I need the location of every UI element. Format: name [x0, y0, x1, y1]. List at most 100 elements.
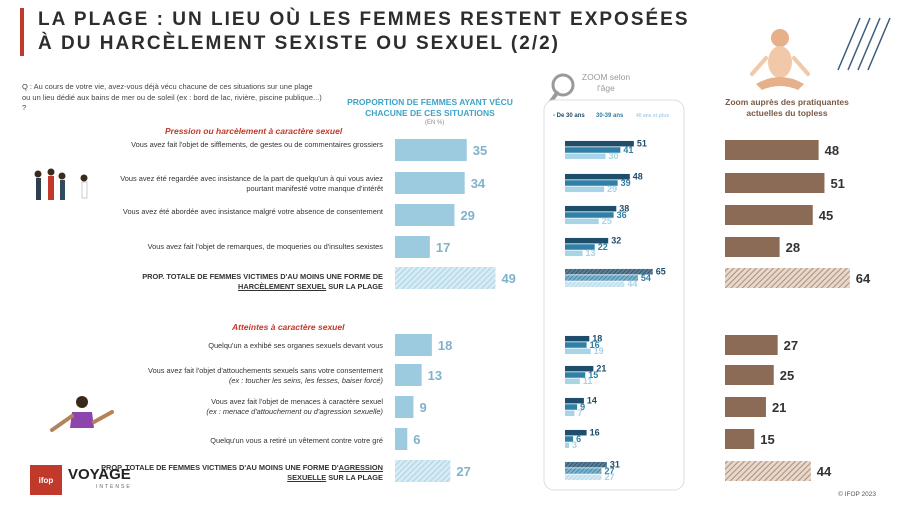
topless-bar-value: 25 [780, 368, 794, 383]
zoom-bar [565, 436, 574, 442]
main-bar [395, 139, 467, 161]
topless-column-header: Zoom auprès des pratiquantes actuelles d… [725, 97, 849, 118]
zoom-bar-value: 48 [633, 171, 643, 181]
zoom-bar-value: 21 [596, 363, 606, 373]
zoom-panel-background [543, 99, 685, 491]
zoom-bar-value: 14 [587, 395, 597, 405]
zoom-bar [565, 205, 617, 212]
main-bar [395, 236, 430, 258]
row-label-touching: Vous avez fait l'objet d'attouchements s… [148, 366, 383, 385]
zoom-bar [565, 461, 607, 468]
main-bar [395, 460, 451, 482]
title-accent-bar [20, 8, 24, 56]
zoom-bar [565, 348, 591, 355]
topless-bar-value: 51 [830, 176, 844, 191]
main-bar-value: 17 [436, 240, 450, 255]
topless-bar [725, 335, 778, 355]
zoom-bar [565, 410, 575, 417]
zoom-bar [565, 237, 609, 244]
title-line-1: LA PLAGE : UN LIEU OÙ LES FEMMES RESTENT… [38, 9, 690, 30]
zoom-bar-value: 41 [623, 145, 633, 155]
zoom-bar [565, 442, 570, 449]
ifop-logo: ifop [30, 465, 62, 495]
main-bar [395, 364, 422, 386]
assault-underline: AGRESSION SEXUELLE [287, 463, 383, 482]
topless-bar-value: 48 [825, 143, 839, 158]
zoom-bar-value: 11 [583, 376, 593, 386]
zoom-bar-value: 51 [637, 138, 647, 148]
topless-bar-value: 45 [819, 208, 833, 223]
zoom-bar [565, 404, 578, 410]
voyage-logo-subtitle: INTENSE [96, 484, 132, 490]
diagonal-stripes-decoration [837, 17, 891, 71]
zoom-bar [565, 268, 653, 275]
main-bar-value: 18 [438, 338, 452, 353]
row-label-total-assault: PROP. TOTALE DE FEMMES VICTIMES D'AU MOI… [101, 463, 383, 482]
topless-bar [725, 237, 780, 257]
zoom-bar [565, 468, 602, 474]
zoom-bar [565, 218, 599, 225]
topless-bar-value: 21 [772, 400, 786, 415]
zoom-bar-value: 18 [592, 333, 602, 343]
zoom-bar-value: 19 [594, 346, 604, 356]
zoom-bar-value: 39 [621, 178, 631, 188]
topless-bar-value: 27 [784, 338, 798, 353]
topless-bar [725, 268, 850, 288]
zoom-bar [565, 429, 587, 436]
zoom-bar [565, 173, 630, 180]
voyage-logo: VOYAGE [68, 466, 131, 483]
topless-bar [725, 365, 774, 385]
topless-bar-value: 44 [817, 464, 832, 479]
section-harassment: Pression ou harcèlement à caractère sexu… [165, 126, 343, 136]
topless-bar [725, 140, 819, 160]
row-label-clothing: Quelqu'un vous a retiré un vêtement cont… [210, 436, 383, 445]
topless-bar [725, 397, 766, 417]
zoom-bar-value: 65 [656, 266, 666, 276]
zoom-bar [565, 140, 634, 147]
zoom-bar [565, 342, 587, 348]
row-label-approached: Vous avez été abordée avec insistance ma… [122, 207, 383, 216]
zoom-bar-value: 36 [617, 210, 627, 220]
row-label-total-harassment: PROP. TOTALE DE FEMMES VICTIMES D'AU MOI… [142, 272, 383, 291]
zoom-bar [565, 244, 595, 250]
zoom-bar-value: 22 [598, 242, 608, 252]
copyright: © IFOP 2023 [838, 491, 876, 498]
topless-bar-value: 15 [760, 432, 774, 447]
topless-bar [725, 205, 813, 225]
zoom-bar [565, 180, 618, 186]
zoom-bar-value: 7 [577, 408, 582, 418]
zoom-bar [565, 378, 580, 385]
zoom-bar [565, 474, 602, 481]
row-label-stared: Vous avez été regardée avec insistance d… [120, 174, 383, 193]
zoom-bar [565, 275, 638, 281]
topless-bar-value: 28 [786, 240, 800, 255]
zoom-bar-value: 44 [627, 279, 637, 289]
zoom-bar [565, 153, 606, 160]
zoom-bar-value: 15 [588, 370, 598, 380]
zoom-header: ZOOM selon l'âge [581, 72, 631, 93]
main-bar [395, 396, 414, 418]
topless-bar [725, 461, 811, 481]
main-bar-value: 27 [456, 464, 470, 479]
zoom-bar-value: 30 [609, 151, 619, 161]
yoga-woman-illustration [750, 29, 810, 90]
zoom-bar-value: 3 [572, 440, 577, 450]
harassment-underline: HARCÈLEMENT SEXUEL [238, 281, 327, 291]
zoom-bar-value: 27 [604, 466, 614, 476]
main-bar [395, 172, 465, 194]
legend-40-plus: 40 ans et plus [636, 113, 670, 119]
zoom-bar-value: 54 [641, 273, 651, 283]
zoom-bar-value: 32 [611, 235, 621, 245]
main-bar [395, 428, 408, 450]
topless-bar [725, 173, 825, 193]
zoom-bar [565, 212, 614, 218]
row-label-remarks: Vous avez fait l'objet de remarques, de … [147, 242, 383, 251]
zoom-bar-value: 29 [607, 184, 617, 194]
people-illustration [34, 168, 88, 200]
zoom-bar-value: 6 [576, 434, 581, 444]
main-bar-value: 49 [501, 271, 515, 286]
zoom-bar-value: 13 [586, 248, 596, 258]
main-bar [395, 267, 496, 289]
zoom-bar [565, 147, 621, 153]
